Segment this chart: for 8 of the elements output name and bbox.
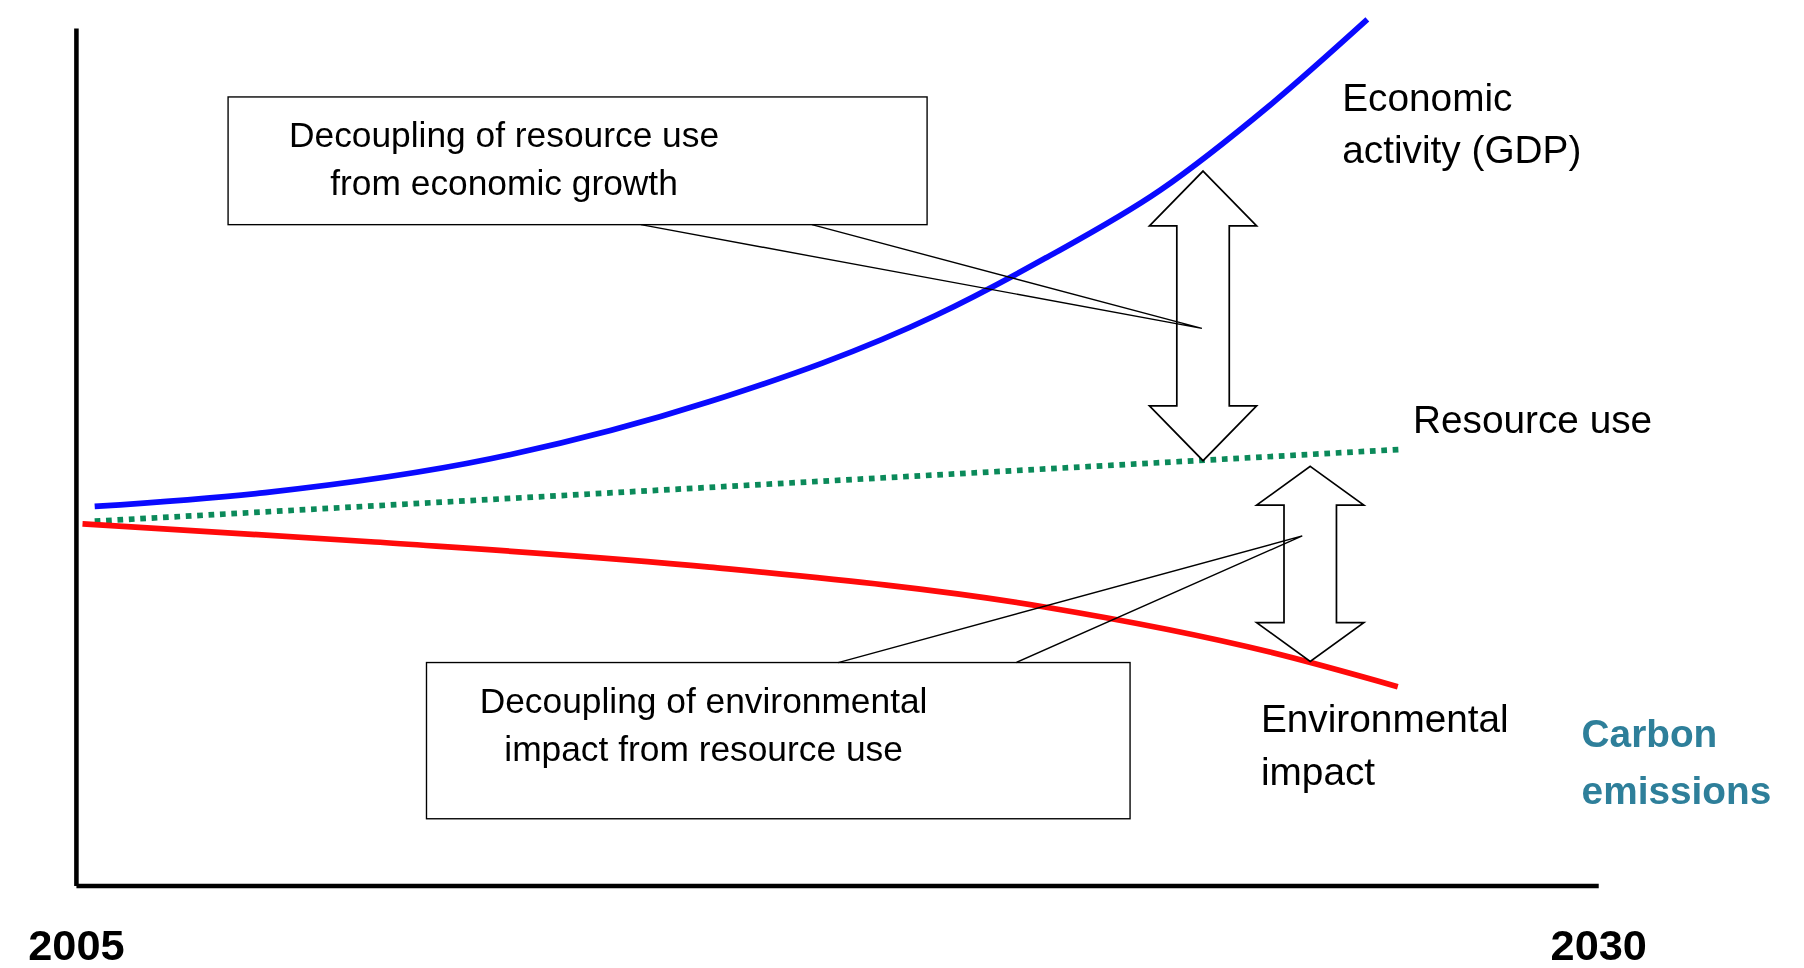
x-tick-label: 2005 bbox=[28, 921, 125, 968]
series-label: Economic activity (GDP) bbox=[1342, 75, 1582, 172]
x-tick-label: 2030 bbox=[1550, 921, 1647, 968]
series-label: Environmental impact bbox=[1260, 697, 1509, 793]
series-label: Resource use bbox=[1412, 398, 1653, 442]
annotation: Decoupling of resource use from economic growth bbox=[288, 115, 720, 203]
annotation: Decoupling of environmental impact from resource use bbox=[479, 680, 928, 768]
annotation: Carbon emissions bbox=[1581, 711, 1772, 812]
